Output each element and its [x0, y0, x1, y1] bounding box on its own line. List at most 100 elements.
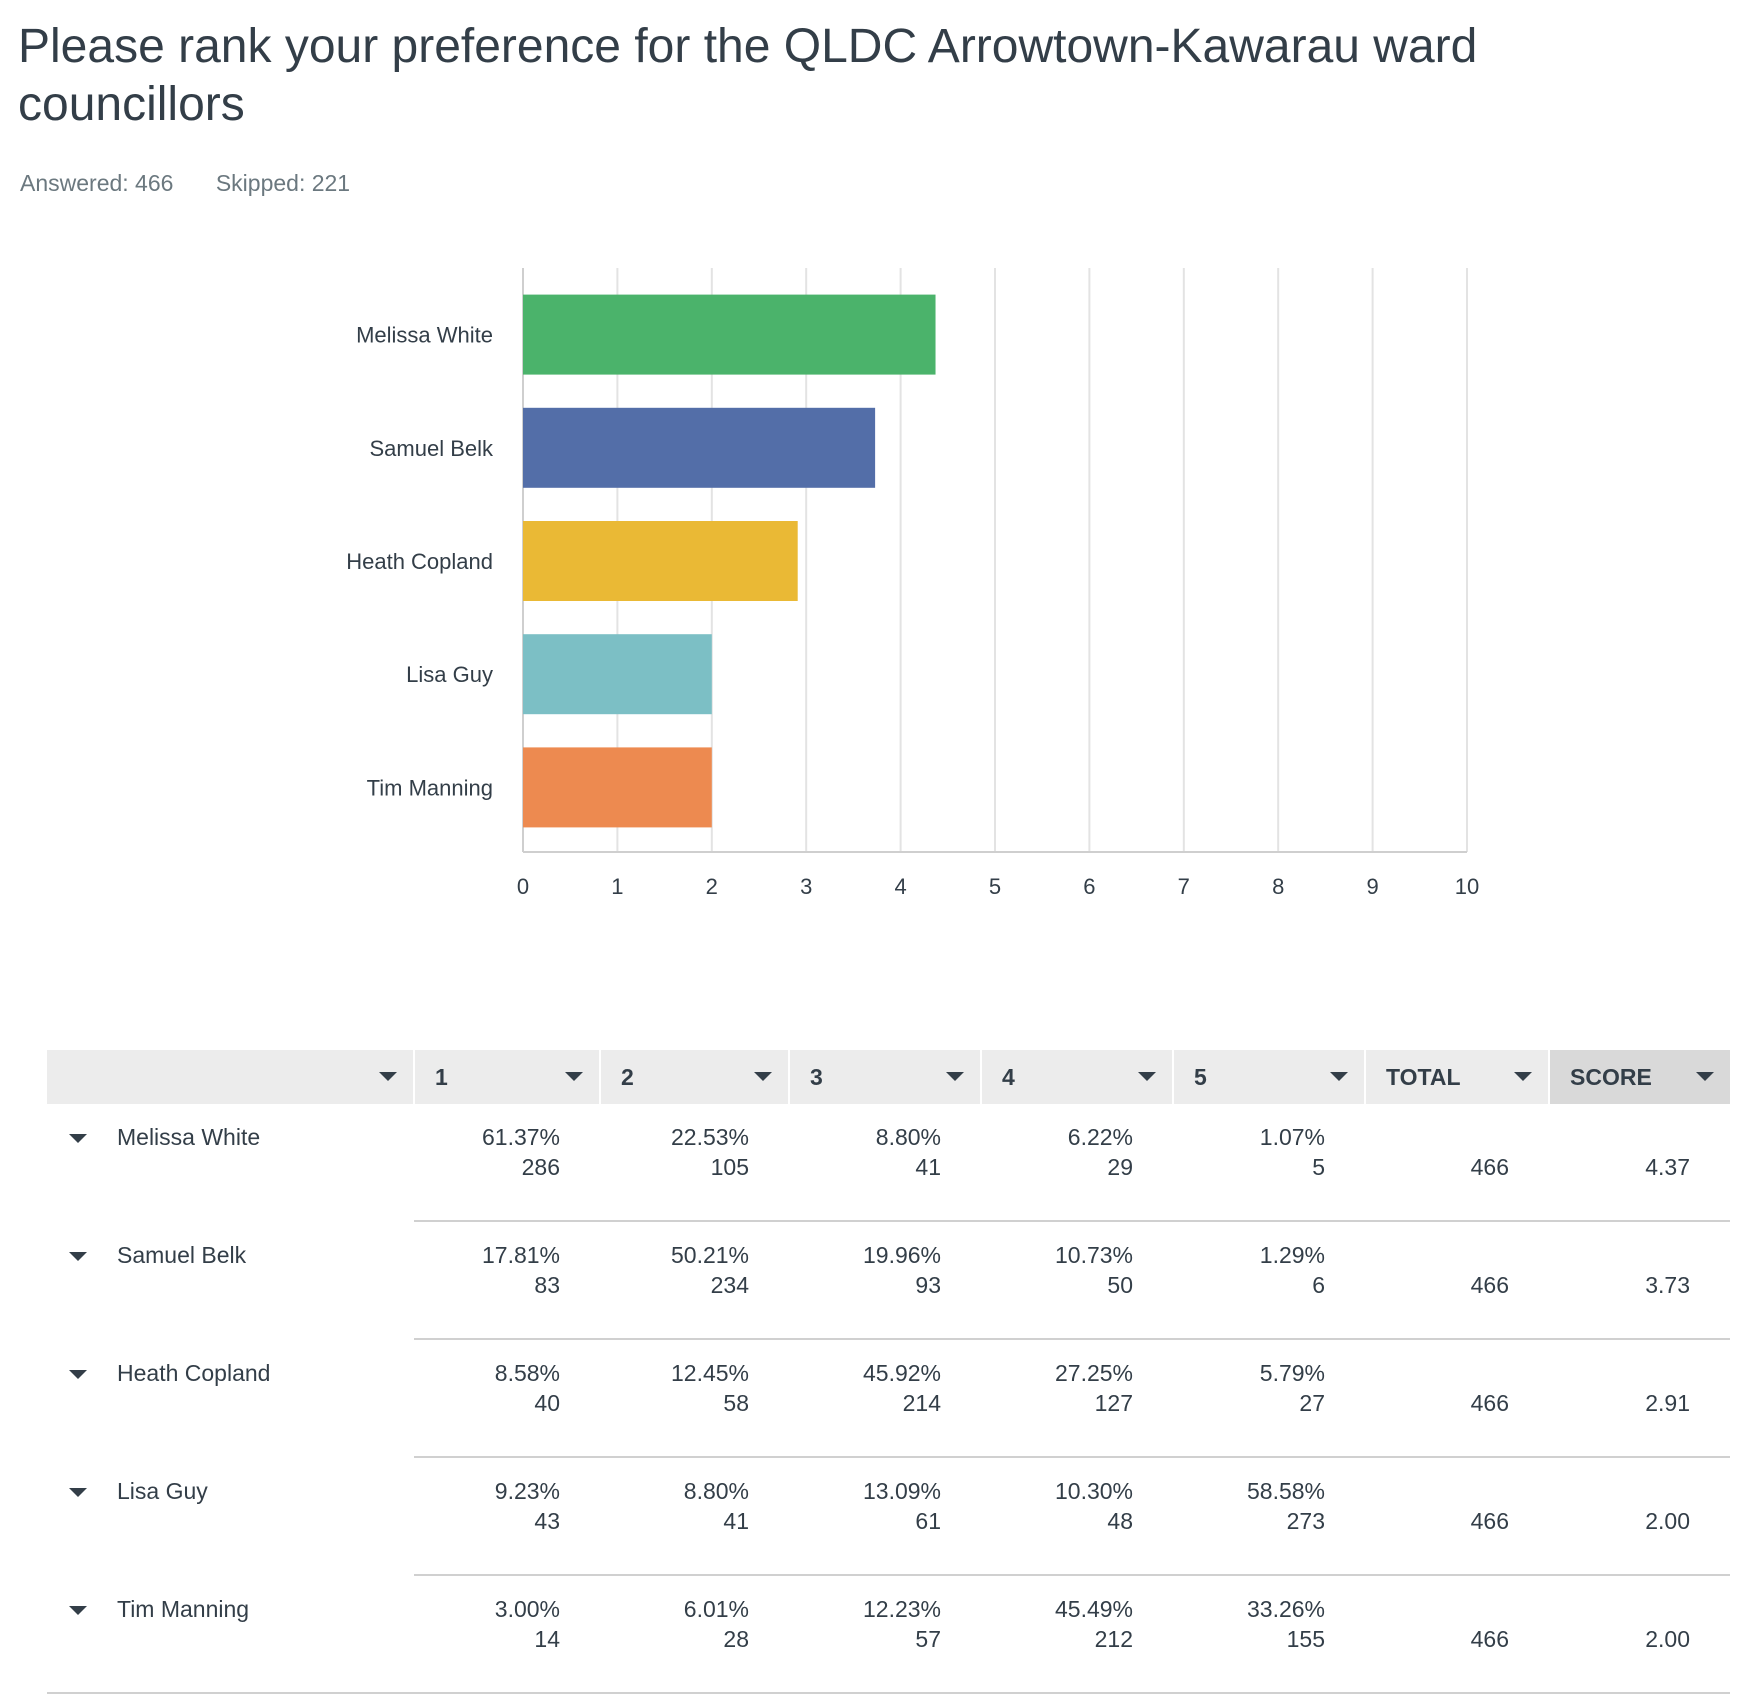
rank-percent: 50.21% — [670, 1242, 749, 1268]
x-tick-label: 8 — [1272, 874, 1284, 899]
total-cell: 466 — [1365, 1575, 1549, 1694]
rank-percent: 9.23% — [494, 1478, 560, 1504]
rank-count: 105 — [710, 1154, 749, 1180]
rank-cell: 17.81% 83 — [414, 1221, 600, 1340]
rank-percent: 8.80% — [683, 1478, 749, 1504]
column-header-label: 4 — [1002, 1063, 1015, 1090]
expand-caret-icon[interactable] — [69, 1134, 87, 1143]
row-name-label: Heath Copland — [117, 1360, 271, 1386]
results-table: 1 2 3 4 5 TOTAL SCORE Melissa White 61.37% 286 22… — [47, 1050, 1730, 1694]
rank-percent: 58.58% — [1246, 1478, 1325, 1504]
column-header[interactable]: TOTAL — [1364, 1050, 1549, 1104]
x-tick-label: 6 — [1083, 874, 1095, 899]
rank-cell: 10.73% 50 — [981, 1221, 1173, 1340]
rank-count: 6 — [1312, 1272, 1325, 1298]
rank-count: 41 — [915, 1154, 941, 1180]
rank-cell: 50.21% 234 — [600, 1221, 789, 1340]
rank-count: 58 — [723, 1390, 749, 1416]
rank-percent: 8.80% — [875, 1124, 941, 1150]
rank-percent: 3.00% — [494, 1596, 560, 1622]
rank-percent: 12.45% — [670, 1360, 749, 1386]
sort-caret-icon[interactable] — [1514, 1072, 1532, 1081]
rank-count: 155 — [1286, 1626, 1325, 1652]
column-header[interactable]: 2 — [599, 1050, 789, 1104]
bar — [523, 294, 936, 375]
y-category-label: Samuel Belk — [369, 436, 494, 461]
sort-caret-icon[interactable] — [1330, 1072, 1348, 1081]
table-row: Samuel Belk 17.81% 83 50.21% 234 19.96% 93 10.7… — [47, 1221, 1730, 1340]
y-category-label: Lisa Guy — [406, 662, 493, 687]
column-header-label: 1 — [435, 1063, 448, 1090]
column-header-label: TOTAL — [1386, 1063, 1461, 1090]
rank-cell: 22.53% 105 — [600, 1104, 789, 1222]
rank-count: 28 — [723, 1626, 749, 1652]
rank-count: 43 — [534, 1508, 560, 1534]
rank-percent: 10.73% — [1054, 1242, 1133, 1268]
expand-caret-icon[interactable] — [69, 1488, 87, 1497]
expand-caret-icon[interactable] — [69, 1370, 87, 1379]
rank-count: 273 — [1286, 1508, 1325, 1534]
sort-caret-icon[interactable] — [946, 1072, 964, 1081]
rank-count: 234 — [710, 1272, 749, 1298]
sort-caret-icon[interactable] — [754, 1072, 772, 1081]
page-title: Please rank your preference for the QLDC… — [18, 20, 1478, 131]
rank-cell: 12.23% 57 — [789, 1575, 981, 1694]
x-tick-label: 9 — [1366, 874, 1378, 899]
table-row: Heath Copland 8.58% 40 12.45% 58 45.92% 214 27.… — [47, 1339, 1730, 1458]
rank-cell: 19.96% 93 — [789, 1221, 981, 1340]
bar-chart: 0 1 2 3 4 5 6 7 8 9 10 Melissa White Samuel Belk Heat… — [346, 268, 1479, 899]
rank-cell: 1.07% 5 — [1173, 1104, 1365, 1222]
column-header-label: SCORE — [1570, 1063, 1652, 1090]
score-cell: 2.00 — [1549, 1457, 1730, 1576]
rank-count: 48 — [1107, 1508, 1133, 1534]
rank-cell: 6.01% 28 — [600, 1575, 789, 1694]
column-header[interactable]: SCORE — [1548, 1050, 1730, 1104]
sort-caret-icon[interactable] — [565, 1072, 583, 1081]
rank-cell: 58.58% 273 — [1173, 1457, 1365, 1576]
rank-cell: 5.79% 27 — [1173, 1339, 1365, 1458]
total-cell: 466 — [1365, 1339, 1549, 1458]
score-cell: 2.00 — [1549, 1575, 1730, 1694]
column-header[interactable]: 5 — [1172, 1050, 1365, 1104]
rank-percent: 6.01% — [683, 1596, 749, 1622]
expand-caret-icon[interactable] — [69, 1252, 87, 1261]
rank-percent: 45.49% — [1054, 1596, 1133, 1622]
score-cell: 4.37 — [1549, 1104, 1730, 1222]
column-header-label: 2 — [621, 1063, 634, 1090]
rank-count: 27 — [1299, 1390, 1325, 1416]
sort-caret-icon[interactable] — [379, 1072, 397, 1081]
skipped-count: Skipped: 221 — [215, 170, 351, 196]
bar — [523, 747, 712, 828]
rank-percent: 45.92% — [862, 1360, 941, 1386]
row-name-cell: Lisa Guy — [47, 1457, 414, 1576]
rank-percent: 10.30% — [1054, 1478, 1133, 1504]
sort-caret-icon[interactable] — [1696, 1072, 1714, 1081]
column-header[interactable]: 4 — [980, 1050, 1173, 1104]
rank-percent: 1.29% — [1259, 1242, 1325, 1268]
row-name-label: Lisa Guy — [117, 1478, 208, 1504]
rank-count: 286 — [521, 1154, 560, 1180]
column-header[interactable]: 3 — [788, 1050, 981, 1104]
rank-cell: 45.92% 214 — [789, 1339, 981, 1458]
y-category-label: Tim Manning — [367, 775, 493, 800]
column-header[interactable] — [47, 1050, 414, 1104]
rank-percent: 22.53% — [670, 1124, 749, 1150]
table-body: Melissa White 61.37% 286 22.53% 105 8.80% 41 6.… — [47, 1104, 1730, 1694]
row-name-label: Samuel Belk — [117, 1242, 247, 1268]
rank-cell: 45.49% 212 — [981, 1575, 1173, 1694]
table-row: Lisa Guy 9.23% 43 8.80% 41 13.09% 61 10.30% 48 58… — [47, 1457, 1730, 1576]
y-category-label: Heath Copland — [346, 549, 493, 574]
rank-percent: 27.25% — [1054, 1360, 1133, 1386]
expand-caret-icon[interactable] — [69, 1606, 87, 1615]
rank-percent: 5.79% — [1259, 1360, 1325, 1386]
table-header-row: 1 2 3 4 5 TOTAL SCORE — [47, 1050, 1730, 1104]
sort-caret-icon[interactable] — [1138, 1072, 1156, 1081]
y-category-label: Melissa White — [356, 323, 493, 348]
rank-cell: 8.80% 41 — [600, 1457, 789, 1576]
rank-cell: 6.22% 29 — [981, 1104, 1173, 1222]
response-summary: Answered: 466 Skipped: 221 — [20, 170, 386, 197]
x-tick-label: 0 — [517, 874, 529, 899]
rank-count: 212 — [1094, 1626, 1133, 1652]
rank-count: 5 — [1312, 1154, 1325, 1180]
column-header[interactable]: 1 — [413, 1050, 600, 1104]
